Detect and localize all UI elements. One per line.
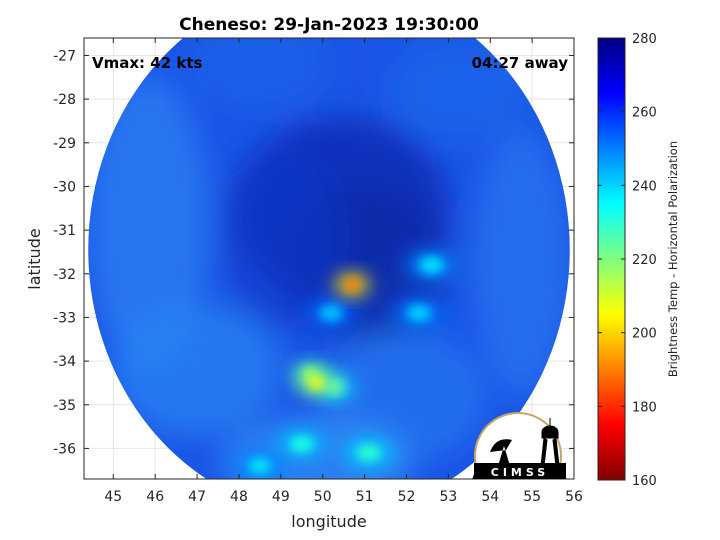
cimss-logo-disk (475, 413, 561, 479)
feature-core (407, 305, 432, 322)
feature-core (289, 436, 314, 453)
x-tick-label: 56 (565, 489, 583, 505)
colorbar-tick-label: 260 (632, 106, 657, 121)
y-tick-label: -34 (53, 354, 76, 370)
y-tick-label: -33 (53, 310, 76, 326)
colorbar-tick-label: 220 (632, 253, 657, 268)
y-tick-label: -30 (53, 179, 76, 195)
x-tick-label: 47 (188, 489, 206, 505)
feature-core (247, 457, 272, 474)
cimss-logo-ring (474, 412, 562, 479)
x-tick-label: 55 (523, 489, 541, 505)
texture-band (184, 38, 329, 112)
feature-core (309, 376, 324, 389)
texture-band (220, 143, 342, 330)
brightness-temp-swath (88, 38, 570, 479)
plot-border (83, 37, 575, 480)
colorbar-tick-label: 180 (632, 400, 657, 415)
cimss-logo: CIMSS (472, 412, 566, 479)
colorbar-tick-label: 160 (632, 474, 657, 489)
colorbar-tick-label: 280 (632, 32, 657, 47)
colorbar-label: Brightness Temp - Horizontal Polarizatio… (666, 141, 680, 377)
x-tick-label: 50 (314, 489, 332, 505)
y-axis-ticks: -27 -28 -29 -30 -31 -32 -33 -34 -35 -36 (53, 48, 574, 457)
y-tick-label: -27 (53, 48, 76, 64)
x-tick-label: 45 (104, 489, 122, 505)
cimss-logo-band (474, 463, 566, 479)
x-tick-label: 52 (398, 489, 416, 505)
y-tick-label: -36 (53, 441, 76, 457)
feature-core (419, 257, 444, 274)
feature-core (356, 444, 381, 461)
y-tick-label: -31 (53, 223, 76, 239)
chart-title: Cheneso: 29-Jan-2023 19:30:00 (179, 15, 479, 35)
x-axis-ticks: 45 46 47 48 49 50 51 52 53 54 55 56 (104, 38, 583, 505)
colorbar-tick-label: 200 (632, 327, 657, 342)
x-tick-label: 49 (272, 489, 290, 505)
satellite-dish-icon (490, 439, 512, 466)
feature-core (345, 278, 360, 291)
y-tick-label: -29 (53, 136, 76, 152)
vmax-label: Vmax: 42 kts (92, 54, 202, 72)
convective-features (233, 249, 458, 479)
y-tick-label: -28 (53, 92, 76, 108)
texture-band (389, 38, 534, 144)
x-axis-label: longitude (291, 512, 366, 531)
texture-band (88, 76, 209, 370)
texture-band (473, 129, 570, 397)
x-tick-label: 54 (481, 489, 499, 505)
cimss-logo-text: CIMSS (491, 466, 549, 479)
time-away-label: 04:27 away (472, 54, 569, 72)
feature-core (319, 305, 344, 322)
y-tick-label: -32 (53, 267, 76, 283)
texture-band (112, 303, 281, 437)
x-tick-label: 48 (230, 489, 248, 505)
swath-texture (88, 38, 570, 479)
x-tick-label: 51 (356, 489, 374, 505)
colorbar-ticks: 280 260 240 220 200 180 160 (598, 32, 657, 489)
x-tick-label: 53 (439, 489, 457, 505)
x-tick-label: 46 (146, 489, 164, 505)
colorbar-tick-label: 240 (632, 179, 657, 194)
y-axis-label: latitude (25, 228, 44, 289)
colorbar (597, 37, 626, 481)
y-tick-label: -35 (53, 398, 76, 414)
